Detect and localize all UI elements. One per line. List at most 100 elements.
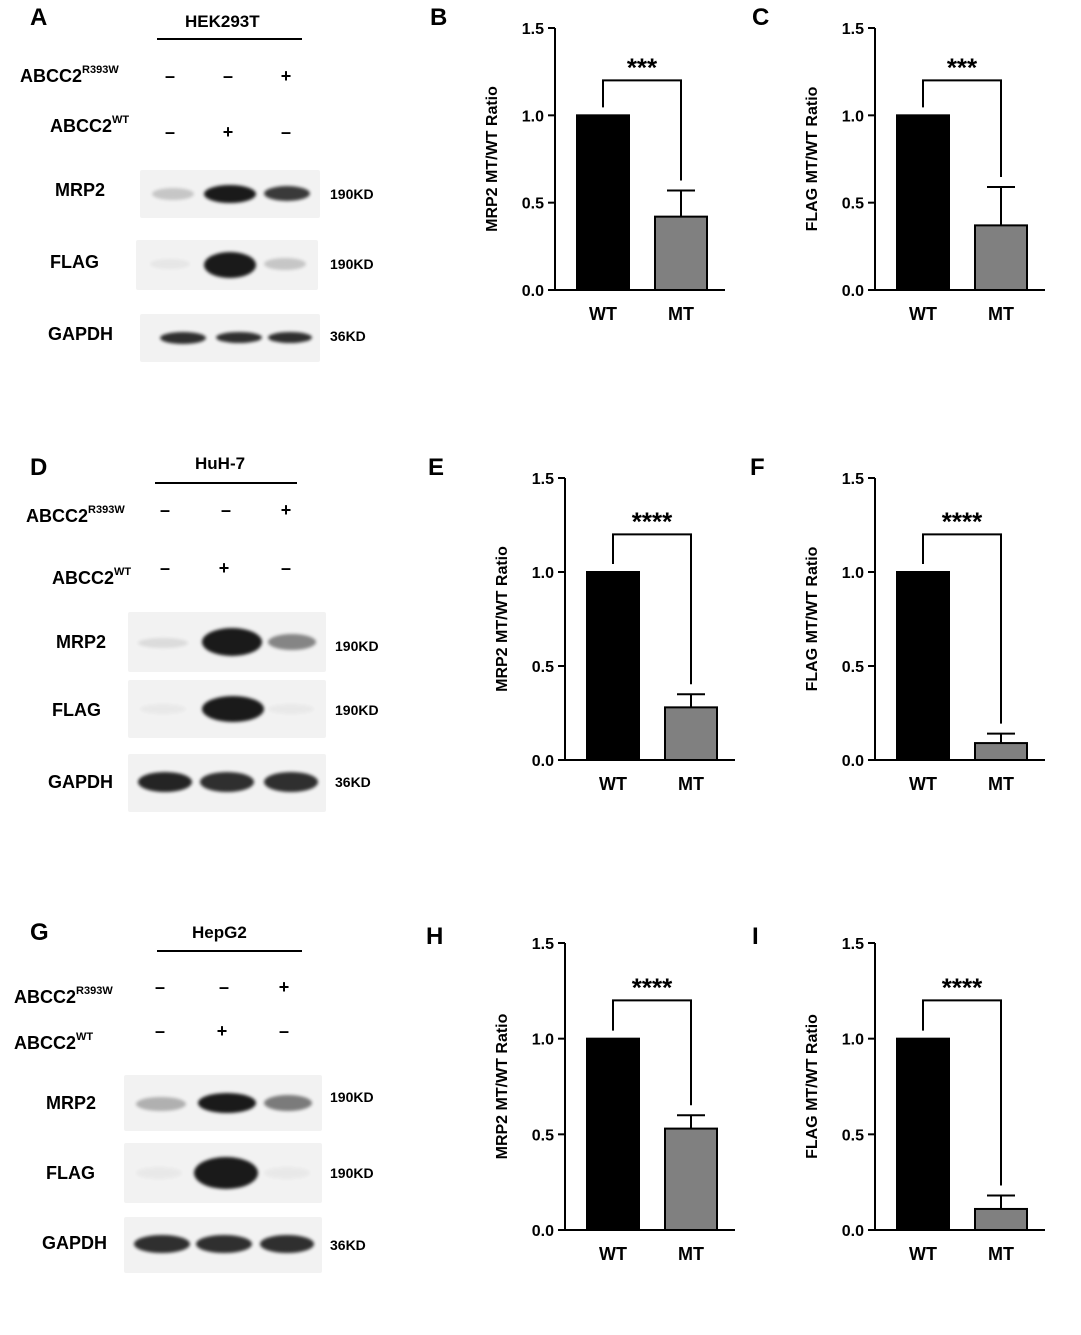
bar-mt (664, 1127, 718, 1232)
cell-line-underline (157, 38, 302, 40)
band-lane-1 (134, 1235, 190, 1253)
lane-2-wt-symbol: + (222, 122, 234, 142)
y-axis-label: MRP2 MT/WT Ratio (484, 86, 501, 232)
y-tick-label: 1.5 (842, 936, 864, 953)
band-lane-3 (264, 186, 310, 201)
lane-2-wt-symbol: + (216, 1021, 228, 1041)
panel-letter: B (430, 4, 448, 31)
blot-strip-gapdh (128, 754, 326, 812)
band-label-flag: FLAG (50, 252, 99, 272)
y-tick-label: 1.5 (532, 936, 554, 953)
western-blot-panel-a: A HEK293T ABCC2R393W – – + ABCC2WT – + –… (0, 0, 440, 420)
band-label-mrp2: MRP2 (46, 1093, 97, 1113)
blot-strip-gapdh (140, 314, 320, 362)
y-axis-label: MRP2 MT/WT Ratio (494, 1013, 511, 1159)
x-tick-label: WT (909, 1244, 937, 1264)
band-lane-3 (268, 332, 312, 343)
bar-mt (654, 215, 708, 291)
y-tick-label: 1.5 (842, 21, 864, 38)
bar-wt (896, 114, 950, 292)
bar-mt (974, 742, 1028, 761)
y-tick-label: 0.0 (842, 1223, 864, 1240)
blot-strip-flag (128, 680, 326, 738)
significance-bracket (612, 533, 692, 685)
band-lane-1 (160, 332, 206, 344)
x-tick-label: MT (988, 1244, 1014, 1264)
y-tick-label: 0.5 (532, 659, 554, 676)
x-tick-label: MT (668, 304, 694, 324)
cell-line-underline (157, 950, 302, 952)
bar-wt (576, 114, 630, 292)
blot-strip-flag (124, 1143, 322, 1203)
lane-3-wt-symbol: – (280, 558, 291, 578)
band-lane-2 (216, 332, 262, 343)
lane-3-mutant-symbol: + (280, 500, 292, 520)
x-tick-label: WT (589, 304, 617, 324)
lane-1-mutant-symbol: – (159, 500, 170, 520)
band-lane-3 (264, 258, 306, 270)
blot-strip-mrp2 (124, 1075, 322, 1131)
cell-line-underline (155, 482, 297, 484)
figure-row-3: G HepG2 ABCC2R393W – – + ABCC2WT – + – M… (0, 915, 1081, 1280)
lane-2-mutant-symbol: – (218, 977, 229, 997)
lane-1-wt-symbol: – (154, 1021, 165, 1041)
band-lane-3 (268, 634, 316, 650)
figure-row-1: A HEK293T ABCC2R393W – – + ABCC2WT – + –… (0, 0, 1081, 420)
y-tick-label: 0.5 (842, 196, 864, 213)
panel-letter: G (30, 919, 49, 946)
band-label-mrp2: MRP2 (55, 180, 106, 200)
x-tick-label: MT (678, 774, 704, 794)
kd-label-flag: 190KD (335, 702, 379, 718)
band-lane-2 (196, 1235, 252, 1253)
lane-1-wt-symbol: – (159, 558, 170, 578)
kd-label-flag: 190KD (330, 256, 374, 272)
lane-1-mutant-symbol: – (164, 66, 175, 86)
condition-label-mutant: ABCC2R393W (14, 985, 113, 1007)
y-axis-label: MRP2 MT/WT Ratio (494, 546, 511, 692)
band-lane-3 (264, 1095, 312, 1111)
band-lane-3 (268, 704, 314, 714)
y-tick-label: 0.5 (532, 1127, 554, 1144)
y-tick-label: 1.5 (532, 471, 554, 488)
band-label-flag: FLAG (46, 1163, 95, 1183)
lane-3-mutant-symbol: + (280, 66, 292, 86)
y-tick-label: 0.0 (842, 753, 864, 770)
y-tick-label: 0.0 (532, 753, 554, 770)
y-tick-label: 1.0 (532, 565, 554, 582)
lane-1-wt-symbol: – (164, 122, 175, 142)
cell-line-label: HuH-7 (195, 454, 246, 473)
y-tick-label: 1.0 (842, 565, 864, 582)
panel-letter: E (428, 454, 445, 481)
bar-chart-b: 0.0 0.5 1.0 1.5 MRP2 MT/WT Ratio WT MT *** (484, 21, 725, 324)
western-blot-panel-g: G HepG2 ABCC2R393W – – + ABCC2WT – + – M… (0, 915, 440, 1335)
significance-stars: **** (942, 506, 983, 536)
y-axis-label: FLAG MT/WT Ratio (804, 86, 821, 231)
western-blot-panel-d: D HuH-7 ABCC2R393W – – + ABCC2WT – + – M… (0, 450, 440, 870)
condition-label-wildtype: ABCC2WT (14, 1031, 94, 1053)
band-lane-3 (260, 1235, 314, 1253)
band-lane-2 (200, 772, 254, 792)
lane-3-mutant-symbol: + (278, 977, 290, 997)
bar-chart-h: 0.0 0.5 1.0 1.5 MRP2 MT/WT Ratio WT MT **** (494, 936, 735, 1264)
bar-mt (974, 224, 1028, 291)
significance-stars: **** (942, 972, 983, 1002)
kd-label-flag: 190KD (330, 1165, 374, 1181)
significance-bracket (922, 999, 1002, 1186)
band-lane-1 (138, 772, 192, 792)
lane-3-wt-symbol: – (280, 122, 291, 142)
kd-label-gapdh: 36KD (330, 328, 366, 344)
kd-label-gapdh: 36KD (335, 774, 371, 790)
x-tick-label: WT (909, 774, 937, 794)
band-label-flag: FLAG (52, 700, 101, 720)
cell-line-label: HepG2 (192, 923, 247, 942)
kd-label-mrp2: 190KD (335, 638, 379, 654)
condition-label-mutant: ABCC2R393W (26, 504, 125, 526)
y-tick-label: 1.0 (522, 108, 544, 125)
bar-chart-i: 0.0 0.5 1.0 1.5 FLAG MT/WT Ratio WT MT **** (804, 936, 1045, 1264)
significance-stars: *** (627, 52, 658, 82)
condition-label-wildtype: ABCC2WT (50, 114, 130, 136)
significance-stars: **** (632, 972, 673, 1002)
band-lane-1 (150, 259, 190, 269)
band-lane-3 (264, 772, 318, 792)
bar-mt (664, 706, 718, 761)
